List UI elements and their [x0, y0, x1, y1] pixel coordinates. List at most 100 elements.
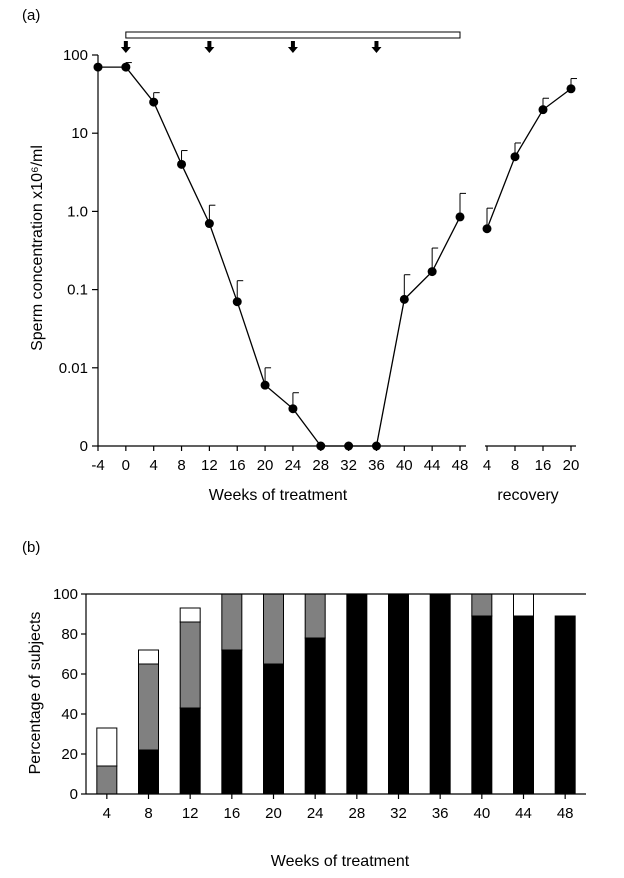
x-tick-label: -4 [91, 457, 104, 474]
y-tick-label: 0.01 [59, 360, 88, 377]
y-tick-label: 100 [53, 586, 78, 603]
y-tick-label: 0 [70, 786, 78, 803]
x-tick-label: 48 [557, 805, 574, 822]
panel-a-data [93, 31, 577, 451]
stacked-bar-segment [138, 663, 159, 751]
panel-b-y-tick-labels: 0 20 40 60 80 100 [53, 586, 78, 803]
treatment-point [121, 62, 131, 72]
stacked-bar-segment [179, 621, 201, 709]
x-tick-label: 24 [307, 805, 324, 822]
x-tick-label: 8 [511, 457, 519, 474]
y-tick-label: 10 [71, 125, 88, 142]
treatment-point [455, 212, 465, 222]
panel-a-x-tick-labels: -4 0 4 8 12 16 20 24 28 32 36 40 44 48 4 8 16 20 [91, 457, 579, 474]
x-tick-label: 48 [452, 457, 469, 474]
stacked-bar-segment [304, 637, 326, 795]
x-tick-label: 32 [390, 805, 407, 822]
stacked-bar-segment [471, 615, 493, 795]
y-tick-label: 80 [61, 626, 78, 643]
x-tick-label: 16 [223, 805, 240, 822]
stacked-bar-segment [263, 663, 284, 795]
treatment-point [344, 441, 354, 451]
x-tick-label: 36 [432, 805, 449, 822]
x-tick-label: 32 [340, 457, 357, 474]
x-tick-label: 4 [150, 457, 158, 474]
stacked-bar-segment [221, 593, 243, 651]
panel-b-x-tick-labels: 4 8 12 16 20 24 28 32 36 40 44 48 [103, 805, 574, 822]
injection-arrow-icon [371, 41, 382, 53]
treatment-point [149, 97, 159, 107]
stacked-bar-segment [346, 593, 368, 795]
panel-b-x-axis-label: Weeks of treatment [271, 853, 410, 870]
stacked-bar-segment [429, 593, 451, 795]
y-tick-label: 0 [80, 438, 88, 455]
panel-b-bars [96, 593, 576, 795]
treatment-point [371, 441, 381, 451]
recovery-line [486, 88, 572, 229]
stacked-bar-segment [471, 593, 493, 617]
x-tick-label: 12 [201, 457, 218, 474]
recovery-point [566, 84, 576, 94]
y-tick-label: 1.0 [67, 203, 88, 220]
x-tick-label: 4 [483, 457, 491, 474]
x-tick-label: 24 [285, 457, 302, 474]
recovery-point [538, 105, 548, 115]
panel-a-y-axis-label: Sperm concentration x10⁶/ml [29, 145, 46, 351]
treatment-point [427, 267, 437, 277]
recovery-point [482, 224, 492, 234]
y-tick-label: 20 [61, 746, 78, 763]
x-tick-label: 28 [312, 457, 329, 474]
stacked-bar-segment [513, 615, 534, 795]
stacked-bar-segment [179, 707, 201, 795]
treatment-point [177, 159, 187, 169]
x-tick-label: 20 [265, 805, 282, 822]
treatment-point [399, 294, 409, 304]
stacked-bar-segment [304, 593, 326, 639]
panel-b-y-axis-label: Percentage of subjects [27, 612, 44, 775]
panel-b-axes [81, 593, 586, 799]
stacked-bar-segment [138, 649, 159, 665]
stacked-bar-segment [96, 727, 118, 767]
injection-arrow-icon [120, 41, 131, 53]
stacked-bar-segment [263, 593, 284, 665]
treatment-point [288, 404, 298, 414]
x-tick-label: 8 [144, 805, 152, 822]
x-tick-label: 16 [229, 457, 246, 474]
treatment-point [316, 441, 326, 451]
x-tick-label: 40 [473, 805, 490, 822]
stacked-bar-segment [513, 593, 534, 617]
x-tick-label: 20 [563, 457, 580, 474]
panel-a-label: (a) [22, 7, 40, 24]
stacked-bar-segment [388, 593, 409, 795]
panel-a-x-axis-label: Weeks of treatment [209, 487, 348, 504]
x-tick-label: 20 [257, 457, 274, 474]
panel-a-y-tick-labels: 0 0.01 0.1 1.0 10 100 [59, 47, 88, 455]
stacked-bar-segment [96, 765, 118, 795]
x-tick-label: 16 [535, 457, 552, 474]
x-tick-label: 4 [103, 805, 111, 822]
x-tick-label: 0 [122, 457, 130, 474]
treatment-point [232, 297, 242, 307]
treatment-point [204, 219, 214, 229]
y-tick-label: 100 [63, 47, 88, 64]
panel-b-label: (b) [22, 539, 40, 556]
treatment-period-bar [125, 31, 461, 39]
stacked-bar-segment [221, 649, 243, 795]
injection-arrow-icon [204, 41, 215, 53]
y-tick-label: 40 [61, 706, 78, 723]
x-tick-label: 44 [424, 457, 441, 474]
y-tick-label: 0.1 [67, 282, 88, 299]
x-tick-label: 44 [515, 805, 532, 822]
stacked-bar-segment [138, 749, 159, 795]
treatment-point [93, 62, 103, 72]
y-tick-label: 60 [61, 666, 78, 683]
panel-a-recovery-label: recovery [497, 487, 558, 504]
x-tick-label: 28 [348, 805, 365, 822]
stacked-bar-segment [179, 607, 201, 623]
recovery-point [510, 152, 520, 162]
x-tick-label: 40 [396, 457, 413, 474]
x-tick-label: 12 [182, 805, 199, 822]
injection-arrow-icon [287, 41, 298, 53]
panel-a-axes [92, 54, 576, 451]
